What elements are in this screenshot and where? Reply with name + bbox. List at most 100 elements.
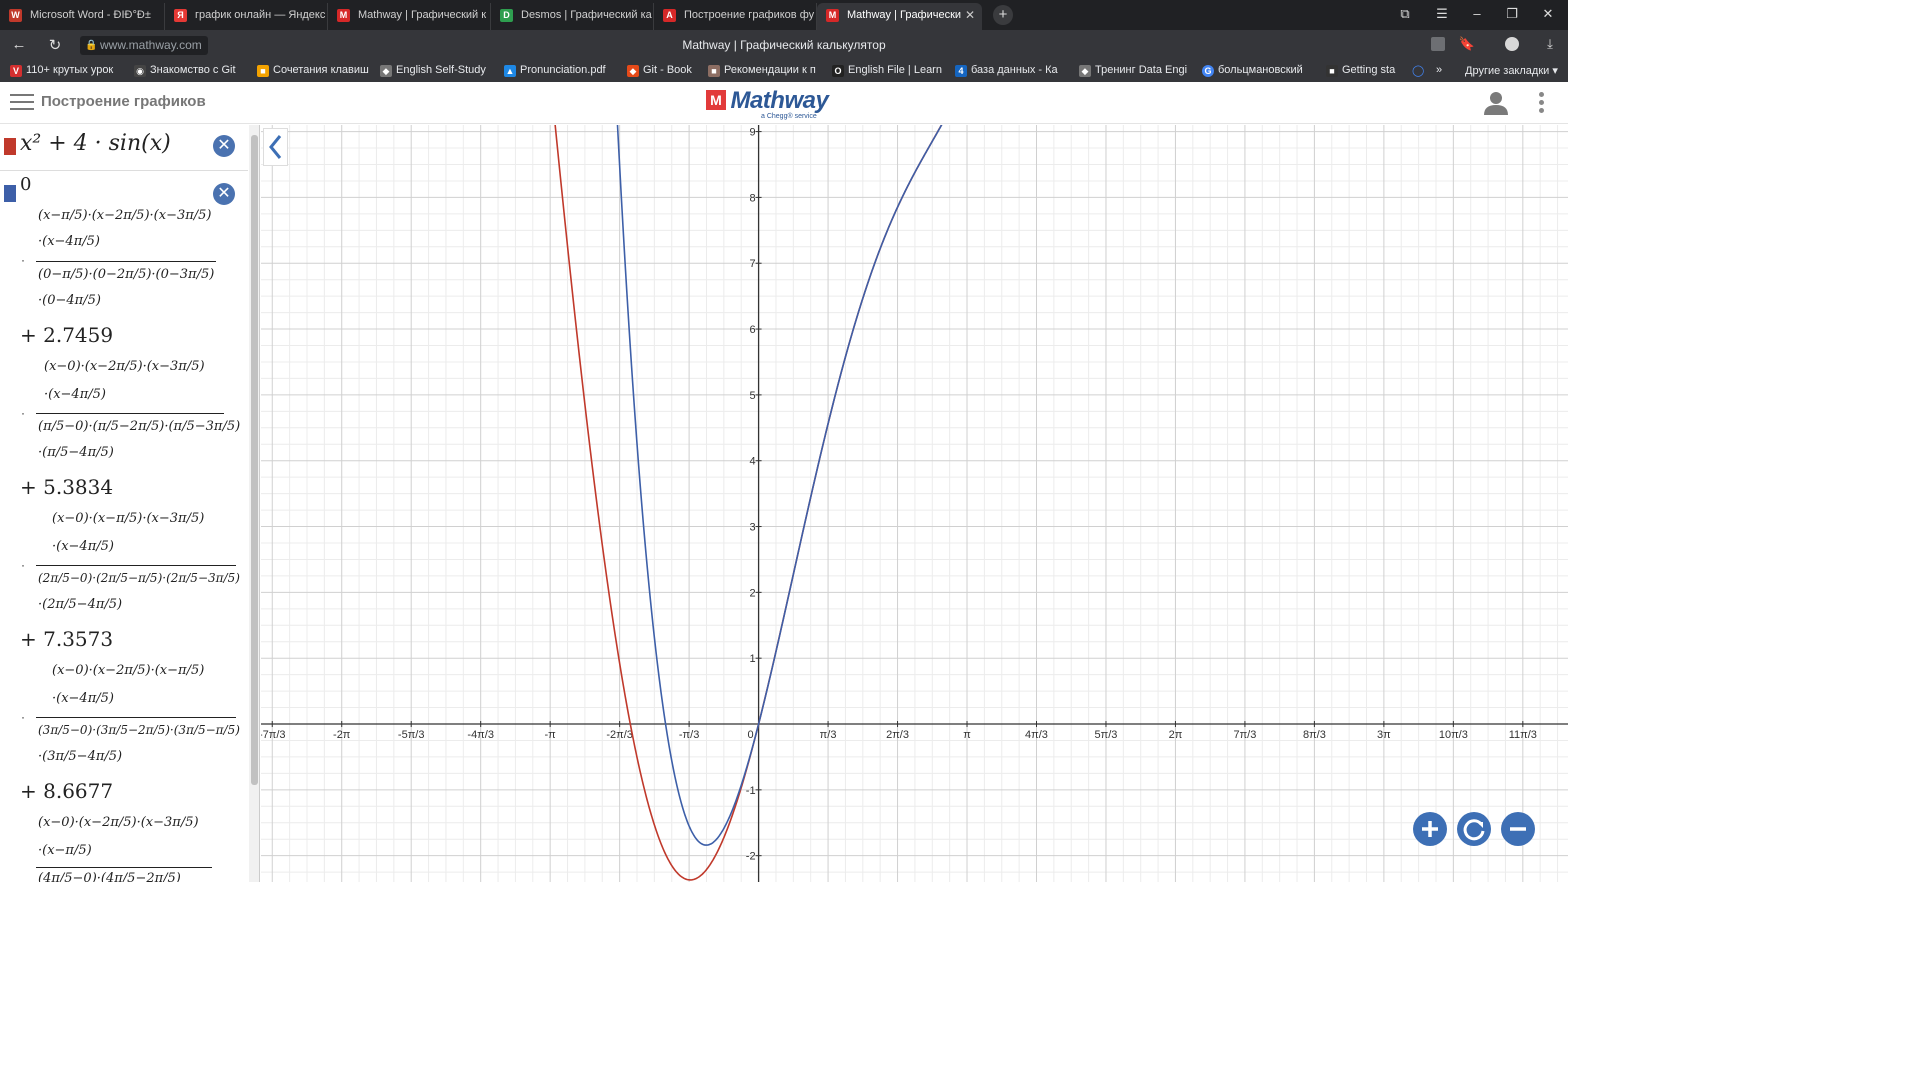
bookmarks-bar: V 110+ крутых урок ◉ Знакомство с Git ■ Соч… bbox=[0, 60, 1568, 82]
url-field[interactable]: 🔒 www.mathway.com bbox=[80, 36, 208, 55]
y-tick-label: 5 bbox=[749, 390, 755, 402]
bookmark-icon: ◉ bbox=[134, 65, 146, 77]
remove-expression-icon[interactable]: ✕ bbox=[213, 183, 235, 205]
fraction-numerator: ·(x−4π/5) bbox=[44, 387, 106, 402]
y-tick-label: -2 bbox=[746, 851, 756, 863]
tab-label: Построение графиков фу bbox=[684, 9, 815, 21]
bookmark-item[interactable]: ◆ Тренинг Data Engi bbox=[1077, 64, 1187, 77]
tab-label: Desmos | Графический ка bbox=[521, 9, 652, 21]
expression-color-swatch[interactable] bbox=[4, 138, 16, 155]
zoom-in-button[interactable] bbox=[1413, 812, 1447, 846]
fraction-denominator: ·(π/5−4π/5) bbox=[38, 445, 114, 460]
tab-mathway-1[interactable]: M Mathway | Графический к bbox=[328, 3, 491, 30]
download-icon[interactable]: ⤓ bbox=[1547, 36, 1553, 51]
tab-strip: W Microsoft Word - ÐIÐ°Ð± Я график онлай… bbox=[0, 0, 1568, 30]
bookmark-icon: ■ bbox=[257, 65, 269, 77]
bookmark-item[interactable]: ■ Getting sta bbox=[1324, 64, 1395, 77]
remove-expression-icon[interactable]: ✕ bbox=[213, 135, 235, 157]
bookmark-icon[interactable]: 🔖 bbox=[1458, 36, 1476, 51]
tab-desmos[interactable]: D Desmos | Графический ка bbox=[491, 3, 654, 30]
bookmark-icon: V bbox=[10, 65, 22, 77]
bookmark-item[interactable]: ▲ Pronunciation.pdf bbox=[504, 64, 606, 77]
bookmark-icon: ■ bbox=[1326, 65, 1338, 77]
expression-text[interactable]: x² + 4 · sin(x) bbox=[20, 131, 171, 156]
coefficient: + 2.7459 bbox=[20, 323, 114, 347]
collapse-panel-button[interactable] bbox=[263, 128, 288, 166]
zoom-out-button[interactable] bbox=[1501, 812, 1535, 846]
yandex-icon: Я bbox=[174, 9, 187, 22]
graph-icon: A bbox=[663, 9, 676, 22]
x-tick-label: 10π/3 bbox=[1439, 729, 1468, 741]
fraction-bar bbox=[36, 867, 212, 868]
tab-search-icon[interactable]: ⧉ bbox=[1400, 6, 1410, 21]
minimize-icon[interactable]: – bbox=[1473, 6, 1481, 21]
bookmark-item[interactable]: 4 база данных - Ка bbox=[953, 64, 1058, 77]
y-tick-label: 6 bbox=[749, 324, 755, 336]
fraction-denominator: (4π/5−0)·(4π/5−2π/5) bbox=[38, 871, 181, 882]
word-icon: W bbox=[9, 9, 22, 22]
x-tick-label: 2π/3 bbox=[886, 729, 909, 741]
scrollbar-thumb[interactable] bbox=[251, 135, 258, 785]
tab-yandex[interactable]: Я график онлайн — Яндекс bbox=[165, 3, 328, 30]
tab-mathway-active[interactable]: M Mathway | Графически ✕ bbox=[817, 3, 982, 30]
panel-scrollbar[interactable] bbox=[249, 125, 259, 882]
bookmark-item[interactable]: ◉ Знакомство с Git bbox=[132, 64, 236, 77]
expression-first-term[interactable]: 0 bbox=[20, 174, 32, 195]
y-tick-labels: -2 -1 1 2 3 4 5 6 7 8 9 bbox=[746, 127, 762, 863]
close-window-icon[interactable]: ✕ bbox=[1542, 6, 1554, 21]
more-bookmarks-icon[interactable]: » bbox=[1436, 64, 1443, 76]
more-options-icon[interactable] bbox=[1539, 92, 1545, 116]
refresh-icon bbox=[1463, 819, 1485, 841]
logo-subtitle: a Chegg® service bbox=[761, 113, 817, 120]
multiply-dot: · bbox=[21, 253, 25, 267]
bookmark-item[interactable]: V 110+ крутых урок bbox=[8, 64, 113, 77]
fraction-numerator: ·(x−4π/5) bbox=[38, 234, 100, 249]
close-tab-icon[interactable]: ✕ bbox=[964, 8, 975, 22]
bookmark-icon: ▲ bbox=[504, 65, 516, 77]
tab-word[interactable]: W Microsoft Word - ÐIÐ°Ð± bbox=[0, 3, 165, 30]
reset-view-button[interactable] bbox=[1457, 812, 1491, 846]
back-icon[interactable]: ← bbox=[11, 36, 27, 53]
x-tick-label: -4π/3 bbox=[467, 729, 494, 741]
x-tick-label: 0 bbox=[748, 729, 754, 741]
new-tab-button[interactable]: + bbox=[993, 5, 1013, 25]
x-tick-label: -5π/3 bbox=[398, 729, 425, 741]
fraction-denominator: (3π/5−0)·(3π/5−2π/5)·(3π/5−π/5) bbox=[38, 723, 240, 737]
bookmark-item[interactable]: ■ Рекомендации к п bbox=[706, 64, 816, 77]
fraction-denominator: ·(3π/5−4π/5) bbox=[38, 749, 123, 764]
fraction-denominator: ·(2π/5−4π/5) bbox=[38, 597, 123, 612]
restore-icon[interactable]: ❐ bbox=[1506, 6, 1518, 21]
shield-icon[interactable] bbox=[1505, 37, 1519, 51]
section-title: Построение графиков bbox=[41, 93, 206, 110]
bookmark-icon: O bbox=[832, 65, 844, 77]
fraction-bar bbox=[36, 261, 216, 262]
other-bookmarks[interactable]: Другие закладки ▾ bbox=[1465, 65, 1558, 77]
bookmark-item[interactable]: O English File | Learn bbox=[830, 64, 942, 77]
bookmark-item[interactable]: ■ Сочетания клавиш bbox=[255, 64, 369, 77]
hamburger-menu-icon[interactable] bbox=[10, 94, 34, 111]
tab-label: Mathway | Графический к bbox=[358, 9, 487, 21]
y-tick-label: 1 bbox=[749, 653, 755, 665]
x-tick-label: 3π bbox=[1377, 729, 1391, 741]
fraction-numerator: (x−0)·(x−2π/5)·(x−3π/5) bbox=[44, 359, 205, 374]
x-tick-label: π bbox=[963, 729, 971, 741]
tab-graph-builder[interactable]: A Построение графиков фу bbox=[654, 3, 817, 30]
logo-text: Mathway bbox=[730, 87, 829, 114]
browser-window: W Microsoft Word - ÐIÐ°Ð± Я график онлай… bbox=[0, 0, 1568, 882]
graph-canvas[interactable]: -7π/3 -2π -5π/3 -4π/3 -π -2π/3 -π/3 0 π/3 2π/3 π 4π… bbox=[261, 125, 1568, 882]
expression-row-1[interactable]: x² + 4 · sin(x) ✕ bbox=[0, 125, 248, 171]
user-icon[interactable] bbox=[1483, 90, 1509, 116]
mathway-logo[interactable]: M Mathway a Chegg® service bbox=[706, 87, 829, 120]
bookmark-item[interactable]: ◆ Git - Book bbox=[625, 64, 692, 77]
cortana-icon[interactable]: ◯ bbox=[1412, 65, 1425, 77]
fraction-denominator: ·(0−4π/5) bbox=[38, 293, 101, 308]
menu-icon[interactable]: ☰ bbox=[1436, 6, 1448, 21]
mathway-icon: M bbox=[337, 9, 350, 22]
expression-color-swatch[interactable] bbox=[4, 185, 16, 202]
expression-row-2[interactable]: 0 ✕ (x−π/5)·(x−2π/5)·(x−3π/5) ·(x−4π/5) … bbox=[0, 171, 248, 882]
mathway-logo-mark-icon: M bbox=[706, 90, 726, 110]
reload-icon[interactable]: ↻ bbox=[48, 37, 62, 54]
bookmark-item[interactable]: ◆ English Self-Study bbox=[378, 64, 486, 77]
extension-icon[interactable] bbox=[1431, 37, 1445, 51]
